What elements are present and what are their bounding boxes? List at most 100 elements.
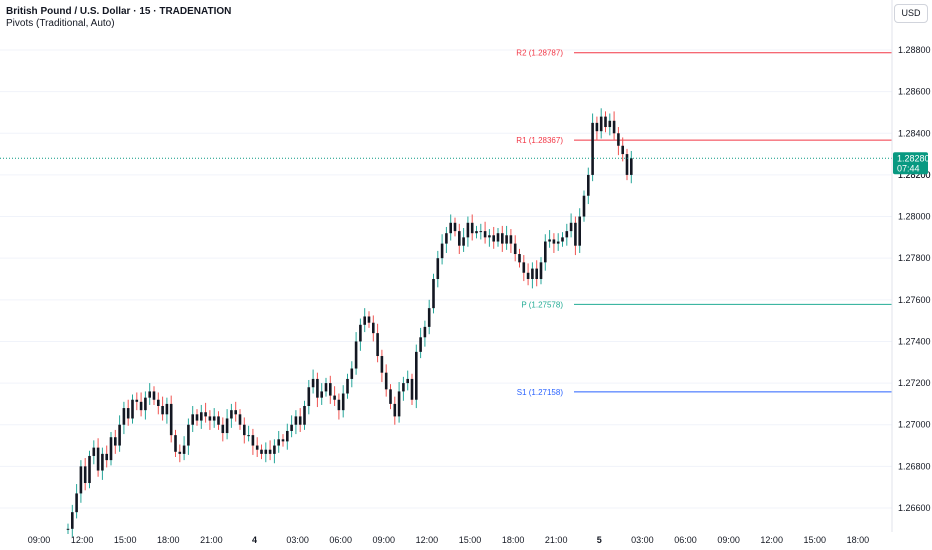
- candle-body: [324, 383, 328, 392]
- candle: [587, 167, 590, 205]
- candle: [225, 409, 229, 440]
- candle-body: [608, 120, 612, 128]
- candle: [397, 382, 401, 423]
- candle-body: [483, 231, 487, 238]
- candle: [88, 450, 91, 489]
- candle-body: [329, 383, 332, 396]
- candle-body: [415, 351, 418, 400]
- candle-body: [92, 447, 96, 456]
- candle: [410, 373, 414, 405]
- candle-body: [195, 414, 199, 421]
- candle: [458, 223, 461, 255]
- candle: [83, 458, 87, 491]
- candle: [578, 208, 581, 253]
- pivot-lines: R2 (1.28787) R1 (1.28367) P (1.27578) S1 (1…: [516, 49, 892, 397]
- candle: [402, 376, 405, 401]
- candle: [445, 226, 448, 253]
- candle: [131, 394, 134, 424]
- candle: [531, 262, 534, 289]
- candle: [380, 349, 384, 383]
- time-axis-label: 15:00: [804, 535, 827, 545]
- candle-body: [384, 372, 388, 390]
- candle: [479, 223, 483, 240]
- candle: [329, 375, 332, 404]
- candle: [337, 393, 341, 420]
- candle: [75, 484, 78, 519]
- candle-body: [501, 233, 504, 244]
- candle-body: [191, 414, 194, 425]
- candle: [182, 436, 186, 461]
- candle-body: [578, 216, 581, 246]
- candle-body: [569, 222, 573, 232]
- candle: [359, 318, 362, 351]
- symbol-title[interactable]: British Pound / U.S. Dollar · 15 · TRADE…: [6, 6, 232, 17]
- candle-body: [281, 439, 285, 442]
- candle-body: [251, 435, 255, 446]
- candle: [277, 430, 280, 453]
- candle: [148, 383, 151, 405]
- price-axis-label: 1.27600: [898, 295, 931, 305]
- candle-body: [109, 437, 113, 461]
- candle: [157, 392, 160, 415]
- candle: [496, 227, 500, 247]
- candle: [630, 150, 633, 184]
- candle: [105, 445, 108, 468]
- candle-body: [479, 231, 483, 233]
- candlestick-series[interactable]: [66, 108, 633, 538]
- candle: [260, 444, 263, 460]
- candle-body: [410, 378, 414, 400]
- time-axis-label: 12:00: [71, 535, 94, 545]
- candle-body: [406, 378, 409, 384]
- candle: [212, 408, 216, 428]
- candle-body: [88, 455, 91, 484]
- candle: [238, 409, 242, 430]
- candle-body: [492, 235, 495, 242]
- candle: [466, 216, 470, 247]
- candle-body: [148, 391, 151, 398]
- candle: [101, 447, 104, 480]
- candle: [552, 233, 556, 253]
- candle-body: [294, 416, 298, 425]
- candle-body: [462, 237, 465, 246]
- candle: [453, 217, 457, 237]
- candle-body: [466, 222, 470, 238]
- candle: [544, 234, 547, 271]
- currency-button[interactable]: USD: [894, 4, 928, 23]
- candle: [432, 273, 435, 314]
- candle: [483, 221, 487, 244]
- candle-body: [307, 387, 311, 406]
- candle-body: [290, 424, 293, 431]
- price-axis[interactable]: 1.28800 1.28600 1.28400 1.28200 1.28000 1.278…: [898, 45, 931, 513]
- candle: [324, 377, 328, 397]
- candle-body: [341, 393, 345, 411]
- candle-body: [320, 391, 323, 398]
- candle-body: [419, 337, 422, 352]
- candle: [565, 223, 569, 246]
- candle: [316, 372, 319, 408]
- candle-body: [539, 262, 543, 279]
- candle-body: [531, 268, 534, 279]
- candle-body: [316, 378, 319, 398]
- candle: [389, 384, 392, 410]
- candle: [195, 409, 199, 426]
- candle: [406, 370, 409, 391]
- time-axis-label: 15:00: [459, 535, 482, 545]
- candle-body: [71, 512, 74, 529]
- candle-body: [122, 408, 126, 425]
- candle: [608, 113, 612, 136]
- candle: [363, 308, 366, 333]
- indicator-title[interactable]: Pivots (Traditional, Auto): [6, 18, 115, 29]
- candle: [251, 428, 255, 455]
- time-axis-label: 21:00: [200, 535, 223, 545]
- candle-body: [174, 435, 177, 452]
- candle: [427, 299, 431, 335]
- candle-body: [286, 430, 289, 442]
- time-axis[interactable]: 09:00 12:00 15:00 18:00 21:00 4 03:00 06:00 09:0…: [28, 535, 869, 545]
- candle: [350, 361, 354, 388]
- candle-body: [165, 403, 169, 415]
- price-axis-label: 1.26600: [898, 503, 931, 513]
- candle: [311, 369, 315, 394]
- candle-body: [169, 403, 173, 436]
- candle-body: [337, 399, 341, 411]
